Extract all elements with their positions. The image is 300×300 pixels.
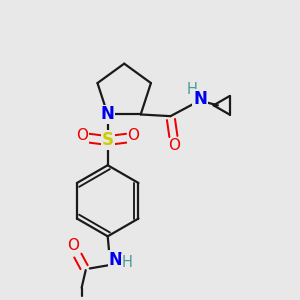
Text: N: N: [101, 106, 115, 124]
Text: S: S: [102, 131, 114, 149]
Text: H: H: [187, 82, 198, 97]
Text: N: N: [109, 251, 122, 269]
Text: H: H: [122, 255, 132, 270]
Text: O: O: [67, 238, 79, 253]
Text: O: O: [128, 128, 140, 143]
Text: O: O: [76, 128, 88, 143]
Text: O: O: [168, 138, 180, 153]
Text: N: N: [193, 90, 207, 108]
